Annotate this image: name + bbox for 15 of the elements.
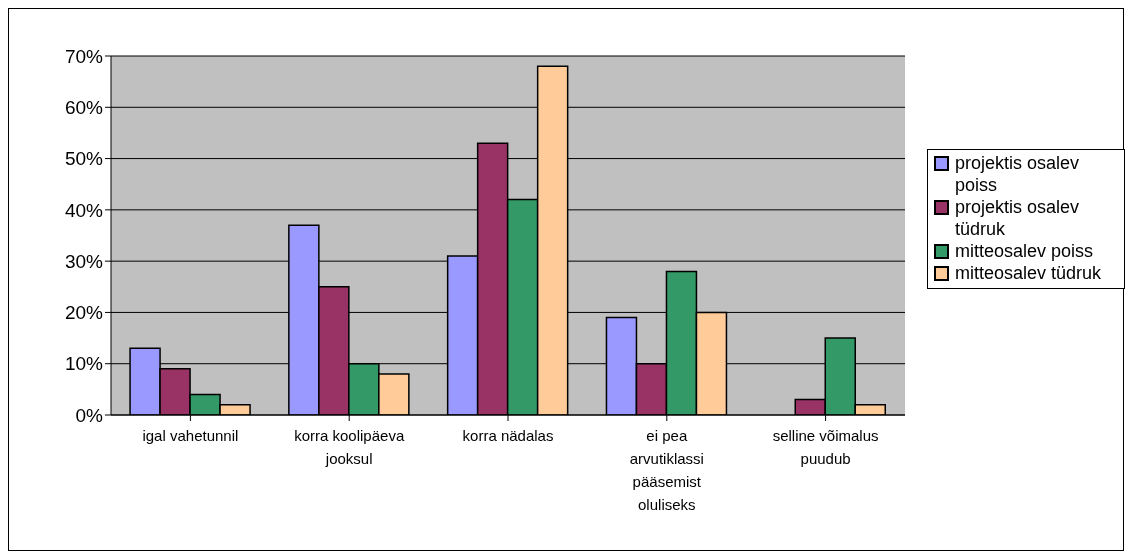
x-tick-label: ei pea arvutiklassi pääsemist oluliseks bbox=[629, 427, 704, 513]
y-tick-label: 50% bbox=[64, 148, 104, 170]
x-tick-label: selline võimalus puudub bbox=[772, 427, 879, 467]
y-tick-label: 20% bbox=[64, 302, 104, 324]
y-tick-label: 60% bbox=[64, 97, 104, 119]
x-tick-label: korra nädalas bbox=[462, 427, 554, 444]
y-tick-label: 10% bbox=[64, 353, 104, 375]
y-tick-label: 0% bbox=[75, 404, 104, 426]
x-tick-label: korra koolipäeva jooksul bbox=[294, 427, 405, 467]
y-tick-label: 70% bbox=[64, 45, 104, 67]
legend-label: mitteosalev tüdruk bbox=[955, 262, 1102, 284]
x-tick-label: igal vahetunnil bbox=[142, 427, 239, 444]
y-tick-label: 40% bbox=[64, 199, 104, 221]
legend-label: mitteosalev poiss bbox=[955, 240, 1094, 262]
y-tick-label: 30% bbox=[64, 250, 104, 272]
